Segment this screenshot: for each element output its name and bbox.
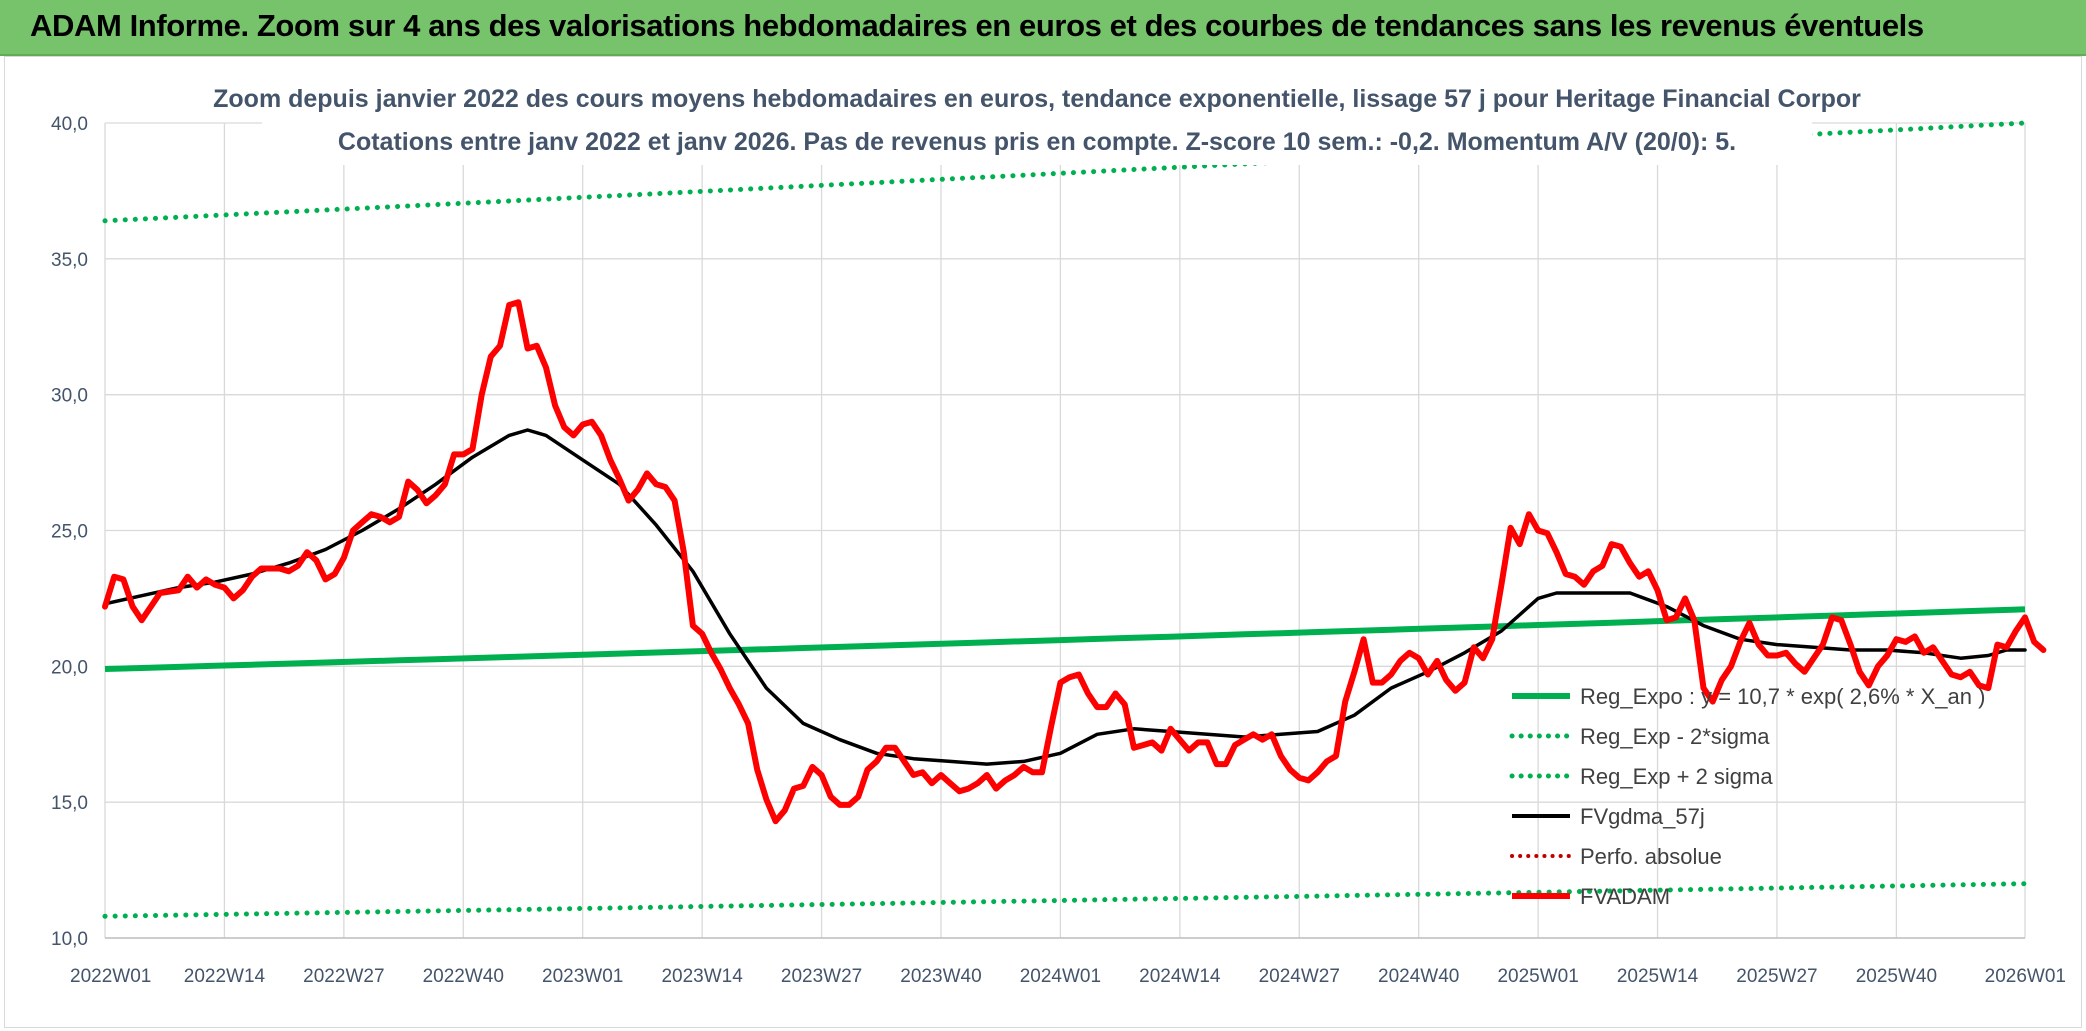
report-banner: ADAM Informe. Zoom sur 4 ans des valoris… (0, 0, 2086, 56)
x-tick-label: 2022W40 (423, 966, 504, 987)
legend-label: FVgdma_57j (1580, 804, 1705, 829)
fvadam-line (102, 299, 2047, 825)
legend-label: Reg_Exp + 2 sigma (1580, 764, 1773, 789)
x-tick-label: 2024W01 (1020, 966, 1101, 987)
series (102, 120, 2047, 919)
y-tick-label: 25,0 (51, 522, 88, 543)
x-tick-label: 2026W01 (1985, 966, 2066, 987)
x-tick-label: 2025W01 (1497, 966, 1578, 987)
x-tick-label: 2023W14 (661, 966, 743, 987)
legend-label: FVADAM (1580, 884, 1670, 909)
legend: Reg_Expo : y = 10,7 * exp( 2,6% * X_an )… (1509, 684, 1985, 909)
grid-lines (104, 122, 2026, 939)
y-tick-label: 35,0 (51, 250, 88, 271)
y-tick-label: 15,0 (51, 793, 88, 814)
y-tick-label: 40,0 (51, 114, 88, 135)
x-tick-label: 2022W27 (303, 966, 384, 987)
legend-label: Reg_Expo : y = 10,7 * exp( 2,6% * X_an ) (1580, 684, 1985, 709)
x-tick-label: 2024W27 (1259, 966, 1340, 987)
reg-exp-minus-2sigma-line (102, 881, 2028, 919)
axes: 10,0 15,0 20,0 25,0 30,0 35,0 40,0 2022W01 2022W… (51, 114, 2066, 987)
chart-titles: Zoom depuis janvier 2022 des cours moyen… (213, 77, 1861, 165)
x-tick-label: 2024W40 (1378, 966, 1459, 987)
x-tick-label: 2023W27 (781, 966, 862, 987)
x-tick-label: 2022W01 (70, 966, 151, 987)
chart-title: Zoom depuis janvier 2022 des cours moyen… (213, 85, 1861, 113)
fvgdma-57j-line (103, 428, 2027, 766)
legend-label: Reg_Exp - 2*sigma (1580, 724, 1770, 749)
x-tick-label: 2025W40 (1856, 966, 1937, 987)
x-tick-label: 2025W14 (1617, 966, 1699, 987)
chart-subtitle: Cotations entre janv 2022 et janv 2026. … (338, 128, 1736, 156)
x-tick-label: 2023W40 (900, 966, 981, 987)
report-banner-title: ADAM Informe. Zoom sur 4 ans des valoris… (30, 8, 1924, 43)
title-background (262, 77, 1812, 165)
y-tick-label: 30,0 (51, 386, 88, 407)
x-tick-label: 2025W27 (1736, 966, 1817, 987)
legend-label: Perfo. absolue (1580, 844, 1722, 869)
y-tick-label: 10,0 (51, 929, 88, 950)
x-tick-label: 2022W14 (184, 966, 266, 987)
y-tick-label: 20,0 (51, 657, 88, 678)
reg-expo-line (104, 606, 2026, 672)
x-tick-label: 2024W14 (1139, 966, 1221, 987)
x-tick-label: 2023W01 (542, 966, 623, 987)
